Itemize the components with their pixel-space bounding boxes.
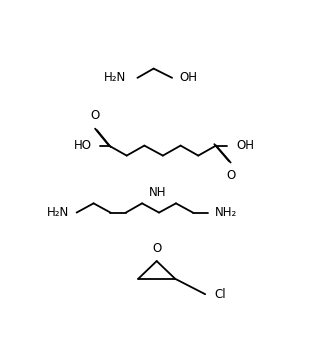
Text: O: O	[152, 242, 161, 255]
Text: HO: HO	[74, 139, 92, 152]
Text: OH: OH	[236, 139, 254, 152]
Text: NH₂: NH₂	[215, 206, 238, 219]
Text: NH: NH	[149, 186, 166, 200]
Text: OH: OH	[180, 71, 198, 84]
Text: O: O	[91, 110, 100, 122]
Text: H₂N: H₂N	[47, 206, 69, 219]
Text: H₂N: H₂N	[104, 71, 126, 84]
Text: Cl: Cl	[215, 288, 226, 301]
Text: O: O	[226, 169, 235, 182]
